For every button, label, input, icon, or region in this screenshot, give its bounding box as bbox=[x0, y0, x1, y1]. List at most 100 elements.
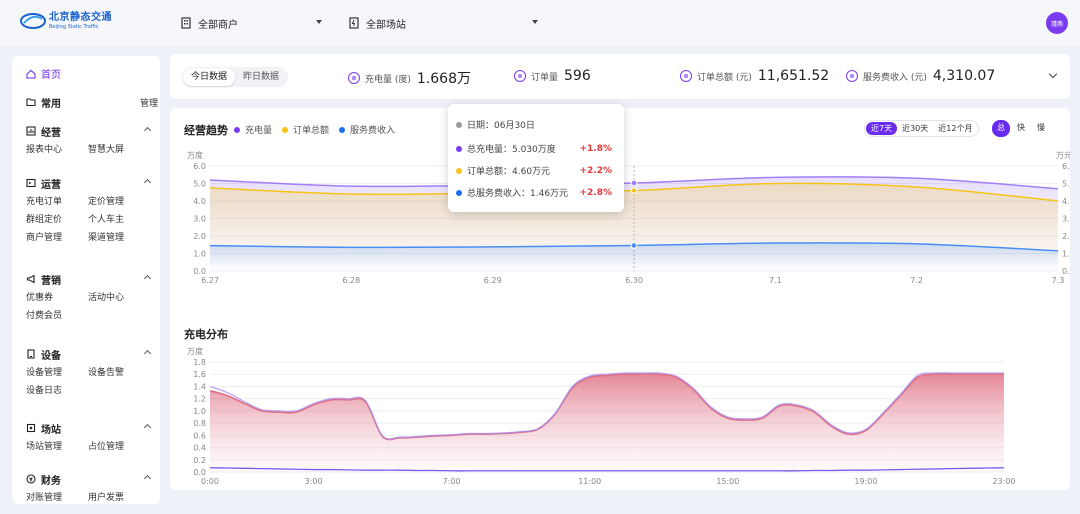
sidebar-item[interactable]: 群组定价 bbox=[26, 215, 63, 225]
chevron-down-icon bbox=[532, 20, 538, 24]
charge-type-toggle: 总 快 慢 bbox=[990, 120, 1050, 137]
chart-tooltip: 日期：06月30日 总充电量：5.030万度 +1.8% 订单总额：4.60万元… bbox=[448, 104, 624, 212]
trend-title: 经营趋势 bbox=[184, 124, 228, 137]
coin-icon bbox=[26, 474, 36, 484]
sidebar-group-header[interactable]: 常用 管理 bbox=[26, 94, 158, 110]
series-area-2 bbox=[210, 242, 1058, 271]
sidebar-item[interactable]: 场站管理 bbox=[26, 442, 63, 452]
chevron-down-icon bbox=[316, 20, 322, 24]
trend-chart[interactable]: 0.0 0.0 1.0 1.0 2.0 2.0 3.0 3.0 4.0 4.0 5.0 5.0 6.0 6… bbox=[170, 144, 1070, 334]
avatar[interactable]: 瑾燕 bbox=[1046, 12, 1068, 34]
stat-label: 充电量 (度) bbox=[365, 74, 411, 85]
sidebar-item[interactable]: 设备告警 bbox=[88, 368, 125, 378]
sidebar-item[interactable]: 付费会员 bbox=[26, 311, 63, 321]
chart-icon bbox=[26, 126, 36, 136]
top-bar: 北京静态交通 Beijing Static Traffic 全部商户 全部场站 … bbox=[0, 0, 1080, 46]
chevron-up-icon bbox=[143, 423, 152, 432]
legend-item[interactable]: 订单总额 bbox=[282, 123, 329, 136]
sidebar-group-header[interactable]: 设备 bbox=[26, 346, 152, 362]
sidebar-group-label: 营销 bbox=[41, 275, 61, 287]
chevron-up-icon bbox=[143, 474, 152, 483]
merchant-select[interactable]: 全部商户 bbox=[180, 13, 322, 33]
station-icon bbox=[349, 17, 359, 29]
y-right-tick-label: 3.0 bbox=[1062, 215, 1070, 224]
chevron-up-icon bbox=[143, 178, 152, 187]
distribution-line-2 bbox=[209, 467, 1005, 472]
tooltip-change: +1.8% bbox=[579, 143, 612, 154]
sidebar-group-business: 经营 报表中心 智慧大屏 bbox=[26, 123, 152, 156]
tooltip-change: +2.8% bbox=[579, 187, 612, 198]
trend-legend: 充电量 订单总额 服务费收入 bbox=[234, 123, 405, 136]
sidebar-item[interactable]: 活动中心 bbox=[88, 293, 125, 303]
main-panel: 经营趋势 充电量 订单总额 服务费收入 近7天 近30天 近12个月 总 快 慢… bbox=[170, 108, 1070, 490]
sidebar-item[interactable]: 设备日志 bbox=[26, 386, 63, 396]
type-slow-button[interactable]: 慢 bbox=[1037, 123, 1045, 132]
legend-label: 充电量 bbox=[245, 126, 273, 136]
sidebar-item[interactable]: 报表中心 bbox=[26, 145, 63, 155]
x-tick-label: 7:00 bbox=[443, 477, 461, 486]
range-30-days-button[interactable]: 近30天 bbox=[902, 124, 929, 133]
sidebar-group-header[interactable]: 经营 bbox=[26, 123, 152, 139]
home-icon bbox=[26, 69, 36, 79]
stat-order-count: 订单量 596 bbox=[514, 68, 591, 84]
sidebar-item[interactable]: 定价管理 bbox=[88, 197, 125, 207]
sidebar-group-header[interactable]: 场站 bbox=[26, 420, 152, 436]
tab-yesterday[interactable]: 昨日数据 bbox=[243, 72, 280, 82]
range-7-days-button[interactable]: 近7天 bbox=[866, 122, 898, 135]
sidebar-group-label: 设备 bbox=[41, 350, 61, 362]
x-tick-label: 23:00 bbox=[992, 477, 1015, 486]
station-select[interactable]: 全部场站 bbox=[348, 13, 538, 33]
sidebar-group-label: 财务 bbox=[41, 475, 61, 487]
legend-dot bbox=[234, 126, 240, 133]
chevron-up-icon bbox=[143, 126, 152, 135]
station-select-value: 全部场站 bbox=[366, 19, 406, 31]
stat-label: 订单总额 (元) bbox=[697, 72, 752, 83]
series-point-2 bbox=[630, 242, 638, 249]
logo-title: 北京静态交通 bbox=[49, 12, 112, 23]
stat-label: 服务费收入 (元) bbox=[863, 72, 927, 83]
sidebar-item[interactable]: 用户发票 bbox=[88, 493, 125, 503]
sidebar-item[interactable]: 优惠券 bbox=[26, 293, 54, 303]
sidebar-item[interactable]: 充电订单 bbox=[26, 197, 63, 207]
range-12-months-button[interactable]: 近12个月 bbox=[938, 124, 973, 133]
sidebar-group-header[interactable]: 营销 bbox=[26, 271, 152, 287]
sidebar-item[interactable]: 设备管理 bbox=[26, 368, 63, 378]
sidebar-item[interactable]: 渠道管理 bbox=[88, 233, 125, 243]
location-icon bbox=[26, 423, 36, 433]
type-total-button[interactable]: 总 bbox=[992, 120, 1010, 137]
expand-chevron-icon[interactable] bbox=[1048, 69, 1058, 79]
legend-item[interactable]: 充电量 bbox=[234, 123, 272, 136]
type-fast-button[interactable]: 快 bbox=[1017, 123, 1025, 132]
y-tick-label: 2.0 bbox=[193, 232, 206, 241]
logo[interactable]: 北京静态交通 Beijing Static Traffic bbox=[20, 11, 112, 31]
sidebar-item[interactable]: 商户管理 bbox=[26, 233, 63, 243]
y-tick-label: 1.4 bbox=[193, 382, 206, 391]
legend-item[interactable]: 服务费收入 bbox=[339, 123, 395, 136]
sidebar-group-finance: 财务 对账管理 用户发票 bbox=[26, 471, 152, 504]
sidebar-item[interactable]: 个人车主 bbox=[88, 215, 125, 225]
distribution-chart[interactable]: 0.0 0.2 0.4 0.6 0.8 1.0 1.2 1.4 1.6 1.8 万度 0:00 3:00… bbox=[170, 342, 1070, 492]
sidebar-group-label: 经营 bbox=[41, 127, 61, 139]
manage-link[interactable]: 管理 bbox=[139, 99, 158, 109]
stat-charge-amount: 充电量 (度) 1.668万 bbox=[348, 68, 471, 88]
x-tick-label: 19:00 bbox=[854, 477, 877, 486]
terminal-icon bbox=[26, 178, 36, 188]
sidebar-item-home[interactable]: 首页 bbox=[26, 66, 61, 81]
sidebar-group-header[interactable]: 财务 bbox=[26, 471, 152, 487]
sidebar-group-label: 运营 bbox=[41, 179, 61, 191]
sidebar-item[interactable]: 智慧大屏 bbox=[88, 145, 125, 155]
y-right-tick-label: 2.0 bbox=[1062, 232, 1070, 241]
y-tick-label: 3.0 bbox=[193, 215, 206, 224]
sidebar-item[interactable]: 占位管理 bbox=[88, 442, 125, 452]
tooltip-label: 总充电量：5.030万度 bbox=[467, 145, 556, 155]
stat-value: 4,310.07 bbox=[932, 68, 996, 84]
x-tick-label: 11:00 bbox=[578, 477, 601, 486]
stat-value: 11,651.52 bbox=[757, 68, 830, 84]
sidebar-item[interactable]: 对账管理 bbox=[26, 493, 63, 503]
order-icon bbox=[514, 70, 526, 82]
sidebar-group-header[interactable]: 运营 bbox=[26, 175, 152, 191]
tab-today[interactable]: 今日数据 bbox=[183, 68, 236, 86]
sidebar-group-label: 常用 bbox=[41, 98, 61, 110]
y-tick-label: 4.0 bbox=[193, 197, 206, 206]
tooltip-row: 订单总额：4.60万元 +2.2% bbox=[456, 164, 618, 177]
